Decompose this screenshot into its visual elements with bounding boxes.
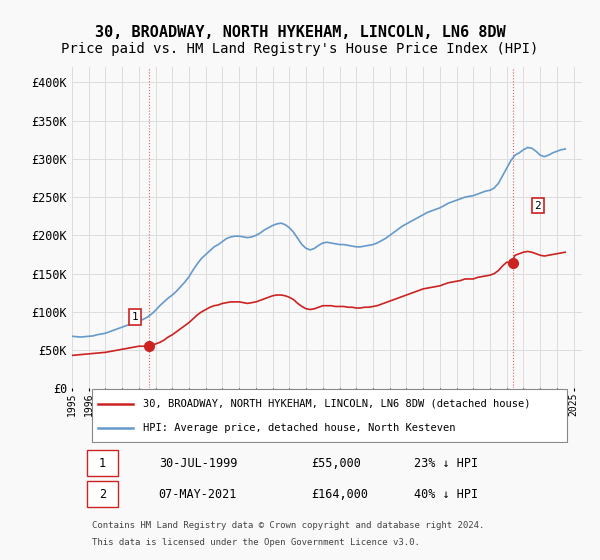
FancyBboxPatch shape <box>92 389 567 442</box>
Text: Price paid vs. HM Land Registry's House Price Index (HPI): Price paid vs. HM Land Registry's House … <box>61 42 539 56</box>
Text: 1: 1 <box>132 312 139 322</box>
Text: 40% ↓ HPI: 40% ↓ HPI <box>414 488 478 501</box>
Text: 30, BROADWAY, NORTH HYKEHAM, LINCOLN, LN6 8DW (detached house): 30, BROADWAY, NORTH HYKEHAM, LINCOLN, LN… <box>143 399 531 409</box>
FancyBboxPatch shape <box>88 450 118 476</box>
Text: 1: 1 <box>99 456 106 470</box>
Text: £55,000: £55,000 <box>312 456 362 470</box>
Text: 30, BROADWAY, NORTH HYKEHAM, LINCOLN, LN6 8DW: 30, BROADWAY, NORTH HYKEHAM, LINCOLN, LN… <box>95 25 505 40</box>
Text: 2: 2 <box>535 200 541 211</box>
Text: HPI: Average price, detached house, North Kesteven: HPI: Average price, detached house, Nort… <box>143 423 456 433</box>
FancyBboxPatch shape <box>88 482 118 507</box>
Text: 07-MAY-2021: 07-MAY-2021 <box>158 488 237 501</box>
Text: Contains HM Land Registry data © Crown copyright and database right 2024.: Contains HM Land Registry data © Crown c… <box>92 521 485 530</box>
Text: 2: 2 <box>99 488 106 501</box>
Text: This data is licensed under the Open Government Licence v3.0.: This data is licensed under the Open Gov… <box>92 538 420 547</box>
Text: 23% ↓ HPI: 23% ↓ HPI <box>414 456 478 470</box>
Text: £164,000: £164,000 <box>312 488 368 501</box>
Text: 30-JUL-1999: 30-JUL-1999 <box>158 456 237 470</box>
